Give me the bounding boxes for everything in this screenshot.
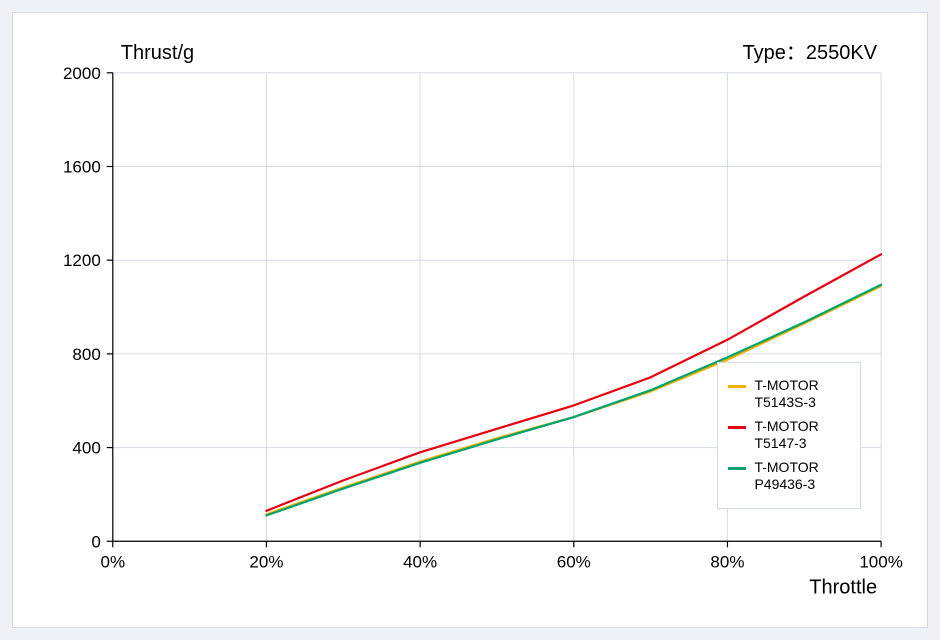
- legend-label: T-MOTORP49436-3: [754, 459, 818, 494]
- legend: T-MOTORT5143S-3T-MOTORT5147-3T-MOTORP494…: [717, 362, 861, 509]
- y-tick-label: 0: [91, 532, 100, 551]
- legend-label-line1: T-MOTOR: [754, 459, 818, 477]
- x-tick-label: 100%: [859, 552, 902, 571]
- y-tick-label: 800: [72, 345, 100, 364]
- legend-label-line1: T-MOTOR: [754, 418, 818, 436]
- legend-swatch: [728, 467, 746, 470]
- line-chart: 0 400 800 1200 1600 2000 0% 20% 40% 60% 80% 100% Thr…: [13, 13, 927, 627]
- x-tick-label: 0%: [100, 552, 125, 571]
- legend-label-line1: T-MOTOR: [754, 377, 818, 395]
- y-tick-label: 1200: [63, 251, 101, 270]
- y-tick-label: 400: [72, 439, 100, 458]
- x-tick-label: 80%: [710, 552, 744, 571]
- legend-label: T-MOTORT5147-3: [754, 418, 818, 453]
- page-background: 0 400 800 1200 1600 2000 0% 20% 40% 60% 80% 100% Thr…: [0, 0, 940, 640]
- x-axis-title: Throttle: [809, 576, 877, 598]
- x-tick-label: 40%: [403, 552, 437, 571]
- y-axis-title: Thrust/g: [121, 42, 194, 64]
- legend-label-line2: P49436-3: [754, 476, 818, 494]
- legend-label-line2: T5147-3: [754, 435, 818, 453]
- x-tick-label: 20%: [249, 552, 283, 571]
- legend-item-t5143s3: T-MOTORT5143S-3: [728, 377, 850, 412]
- y-tick-label: 2000: [63, 64, 101, 83]
- legend-label-line2: T5143S-3: [754, 394, 818, 412]
- legend-item-t51473: T-MOTORT5147-3: [728, 418, 850, 453]
- legend-swatch: [728, 426, 746, 429]
- legend-swatch: [728, 385, 746, 388]
- legend-item-p494363: T-MOTORP49436-3: [728, 459, 850, 494]
- legend-label: T-MOTORT5143S-3: [754, 377, 818, 412]
- y-tick-label: 1600: [63, 158, 101, 177]
- chart-frame: 0 400 800 1200 1600 2000 0% 20% 40% 60% 80% 100% Thr…: [12, 12, 928, 628]
- x-tick-label: 60%: [557, 552, 591, 571]
- type-label: Type：2550KV: [743, 42, 878, 64]
